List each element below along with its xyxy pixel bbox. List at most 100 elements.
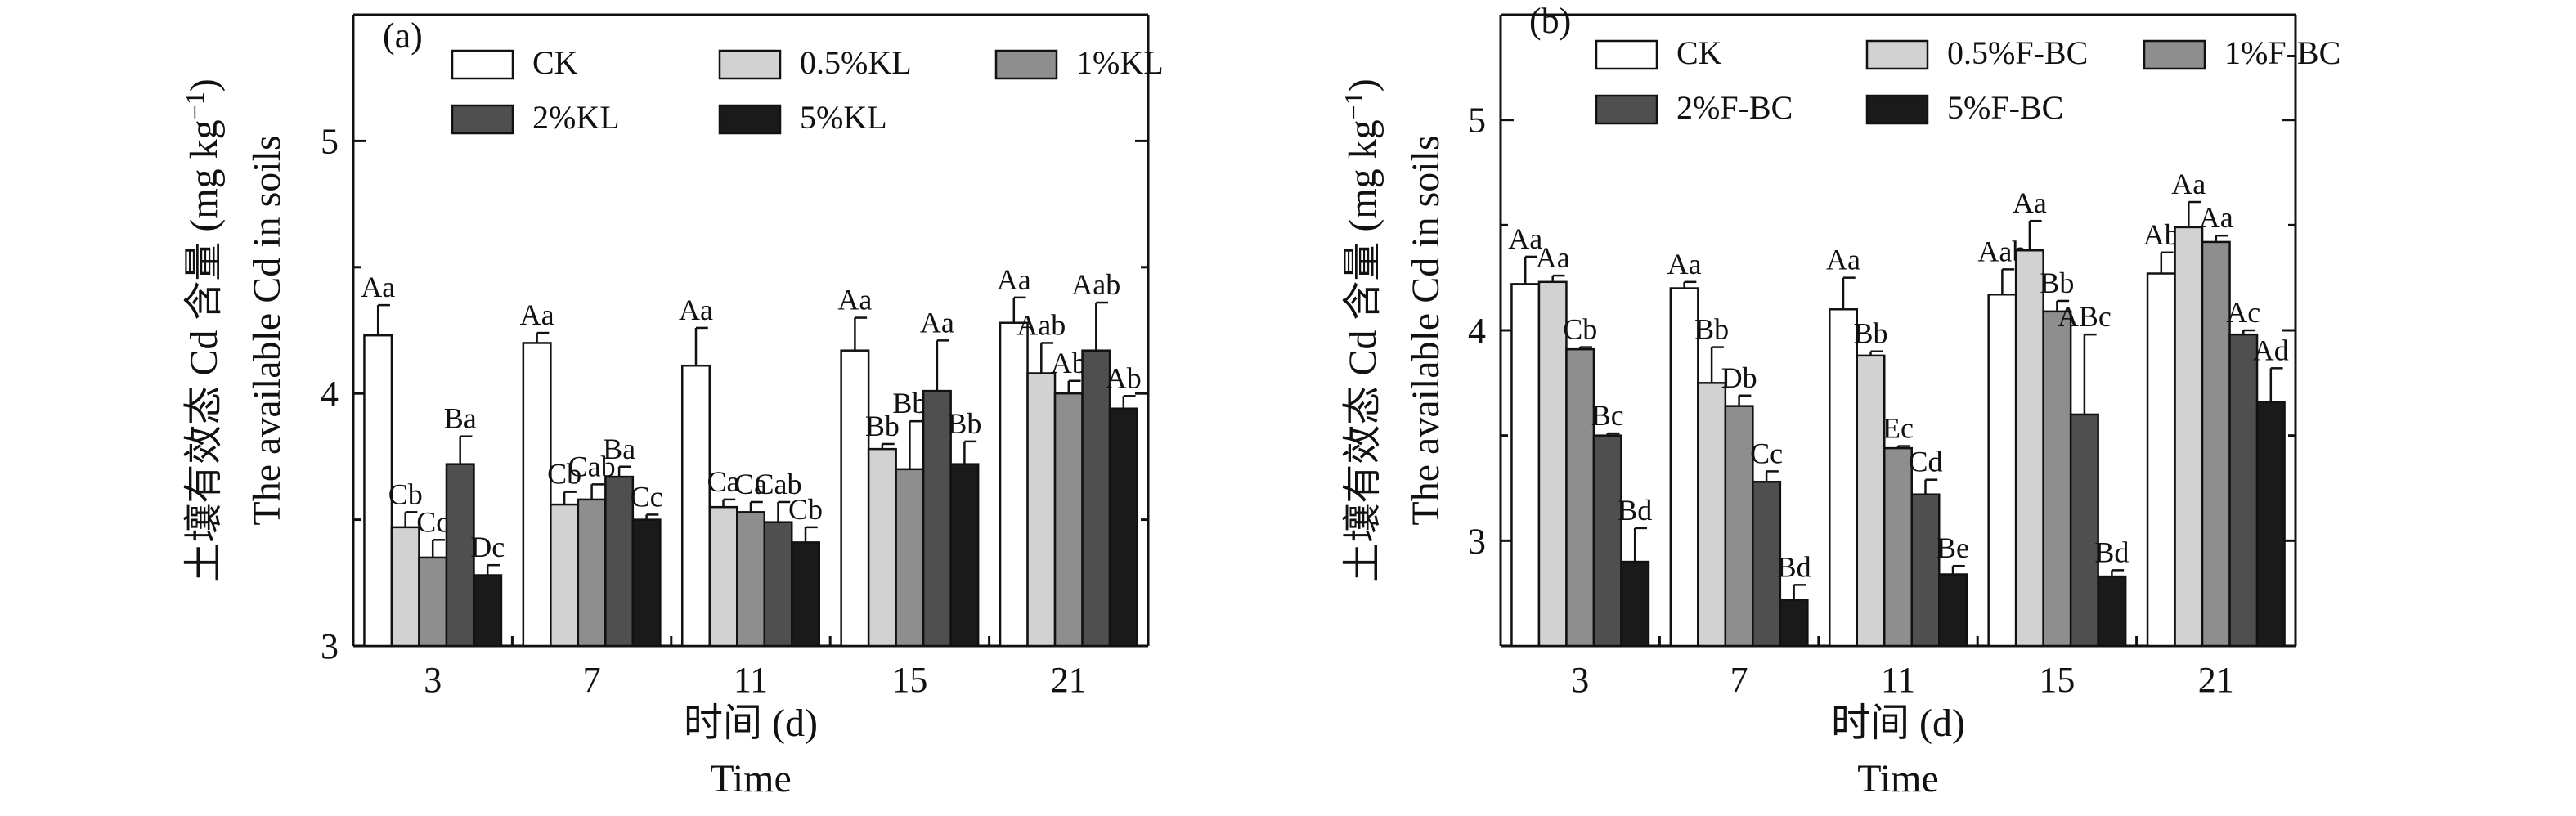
legend-label: CK: [532, 44, 578, 81]
bar: [1697, 382, 1727, 648]
significance-label: Bb: [865, 410, 900, 442]
bar: [1779, 599, 1809, 648]
significance-label: Bd: [2094, 536, 2129, 568]
legend-label: 0.5%F-BC: [1947, 34, 2088, 71]
significance-label: Bb: [2040, 267, 2074, 299]
significance-label: Db: [1721, 361, 1757, 394]
significance-label: Aa: [920, 306, 954, 339]
bar: [1592, 434, 1622, 648]
y-tick-label: 5: [321, 121, 339, 161]
y-axis-label-cn-close: ): [1341, 78, 1384, 92]
y-axis-label-cn-superscript: −1: [180, 92, 209, 119]
significance-label: Cb: [388, 477, 423, 510]
significance-label: Ab: [2143, 218, 2179, 251]
y-axis-label-cn-superscript: −1: [1339, 92, 1368, 119]
significance-label: Cc: [416, 505, 449, 538]
y-axis-label-cn-main: 土壤有效态 Cd 含量 (mg kg: [182, 119, 226, 581]
bar: [2255, 401, 2286, 648]
significance-label: Ad: [2253, 334, 2289, 366]
y-axis-label-cn: 土壤有效态 Cd 含量 (mg kg−1): [180, 78, 226, 581]
bar: [522, 342, 552, 648]
significance-label: Bb: [947, 407, 981, 440]
y-axis-label-cn-main: 土壤有效态 Cd 含量 (mg kg: [1341, 119, 1384, 581]
significance-label: Cd: [1908, 446, 1942, 478]
bar: [2228, 333, 2259, 648]
bar: [2042, 310, 2072, 648]
x-tick-label: 7: [1730, 660, 1748, 700]
legend-swatch: [718, 49, 782, 80]
x-tick-label: 3: [424, 660, 442, 700]
bar: [763, 521, 793, 648]
legend-label: CK: [1676, 34, 1722, 71]
x-axis-label-en: Time: [1857, 757, 1939, 800]
significance-label: Ab: [1106, 361, 1142, 394]
y-tick-label: 4: [321, 374, 339, 414]
bar: [1910, 493, 1941, 648]
x-tick-label: 15: [891, 660, 927, 700]
significance-label: Aa: [1667, 248, 1702, 280]
x-axis-label-en: Time: [710, 757, 792, 800]
bar: [1026, 372, 1057, 648]
panel-label: (a): [383, 16, 423, 56]
legend-label: 1%F-BC: [2224, 34, 2340, 71]
significance-label: Aa: [837, 284, 872, 316]
x-tick-label: 3: [1571, 660, 1589, 700]
legend-swatch: [718, 104, 782, 135]
y-tick-label: 4: [1468, 311, 1486, 351]
bar: [1829, 308, 1858, 648]
significance-label: Ca: [707, 465, 740, 498]
bar: [550, 503, 580, 648]
legend-swatch: [1595, 39, 1658, 70]
panel-label: (b): [1529, 1, 1571, 41]
bar: [418, 556, 448, 648]
bar: [1620, 560, 1650, 648]
significance-label: Aab: [1016, 308, 1066, 341]
significance-label: Bb: [1694, 313, 1729, 346]
significance-label: Aa: [1826, 244, 1860, 276]
significance-label: Ac: [2226, 296, 2260, 329]
bar: [999, 321, 1029, 648]
bar: [1987, 294, 2017, 648]
bar: [949, 463, 980, 648]
bar: [363, 334, 393, 648]
significance-label: Cb: [788, 493, 823, 526]
bar: [1938, 573, 1968, 648]
chart-panel-b: 3453AaAaCbBcBd7AaBbDbCcBd11AaBbEcCdBe15A…: [1339, 1, 2340, 800]
bar: [867, 447, 897, 648]
bar: [1565, 347, 1595, 648]
significance-label: Bb: [892, 387, 927, 419]
bar: [791, 541, 820, 648]
significance-label: Aa: [2013, 186, 2047, 219]
significance-label: Cab: [755, 468, 802, 500]
legend-label: 1%KL: [1076, 44, 1164, 81]
bar: [1883, 446, 1913, 648]
bar: [2174, 226, 2204, 648]
y-tick-label: 3: [321, 626, 339, 666]
significance-label: Ba: [444, 402, 477, 435]
bar: [1856, 354, 1886, 648]
significance-label: Bd: [1777, 550, 1811, 583]
legend-swatch: [1595, 94, 1658, 125]
significance-label: Aa: [1508, 222, 1542, 255]
bar: [390, 526, 420, 648]
significance-label: Bb: [1853, 317, 1887, 350]
significance-label: Aa: [2171, 168, 2206, 200]
y-axis-label-en: The available Cd in soils: [1404, 135, 1447, 525]
significance-label: Aa: [997, 263, 1031, 296]
significance-label: Aa: [1536, 241, 1570, 274]
significance-label: Ab: [1051, 347, 1087, 379]
y-tick-label: 3: [1468, 521, 1486, 561]
legend-swatch: [1865, 39, 1929, 70]
legend-swatch: [2143, 39, 2206, 70]
legend-swatch: [451, 49, 514, 80]
significance-label: Cb: [547, 458, 581, 491]
significance-label: Aa: [679, 294, 713, 326]
bar: [577, 498, 607, 648]
x-axis-label-cn: 时间 (d): [1831, 702, 1965, 745]
bar: [840, 349, 870, 648]
legend-swatch: [451, 104, 514, 135]
legend-label: 0.5%KL: [800, 44, 912, 81]
legend-label: 5%F-BC: [1947, 89, 2063, 126]
significance-label: Cc: [631, 480, 663, 513]
